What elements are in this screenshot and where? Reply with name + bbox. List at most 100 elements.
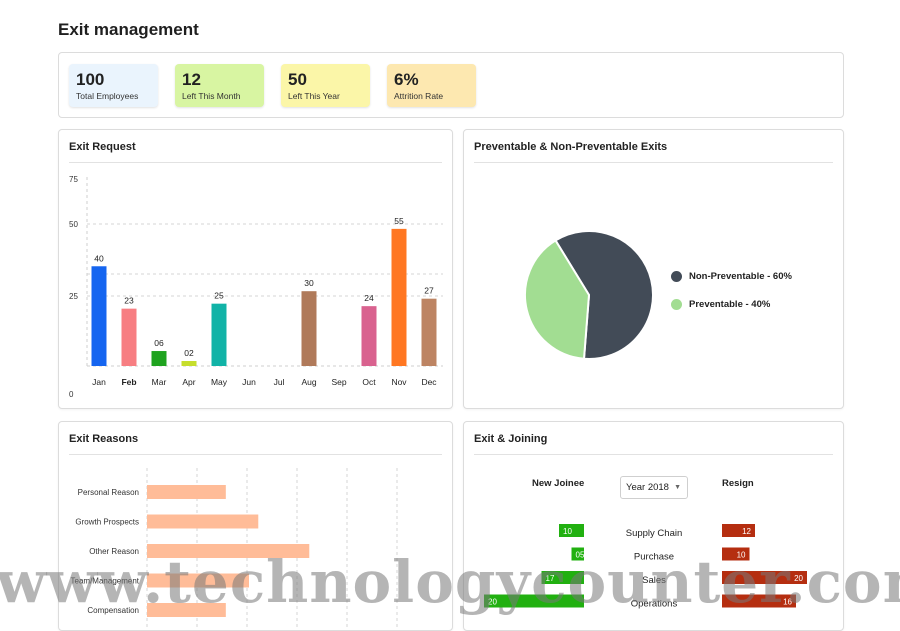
joinee-bar — [541, 571, 584, 584]
bar — [181, 361, 197, 366]
legend-item-non-preventable: Non-Preventable - 60% — [671, 271, 792, 282]
department-label: Purchase — [634, 552, 674, 563]
exit-request-card: Exit Request 0 25 50 75 Jan 40 Feb 23 Mar 06 Apr 02… — [58, 129, 453, 409]
bar-value-label: 24 — [364, 293, 374, 303]
card-title: Exit Request — [69, 141, 136, 153]
stat-value: 12 — [182, 70, 201, 89]
y-tick-label: 75 — [69, 175, 78, 184]
card-title: Exit Reasons — [69, 433, 139, 445]
x-tick-label: Jan — [92, 377, 106, 387]
exit-joining-chart: Supply Chain 10 12 Purchase 05 10 Sales 17 20 Ope… — [484, 524, 807, 610]
bar — [147, 603, 226, 617]
joinee-bar — [571, 547, 584, 561]
stat-card-total-employees[interactable]: 100 Total Employees — [69, 64, 158, 107]
card-title: Exit & Joining — [474, 433, 548, 445]
exit-reasons-card: Exit Reasons Personal Reason Growth Prosp… — [58, 421, 453, 631]
bar-value-label: 06 — [154, 338, 164, 348]
stat-value: 100 — [76, 70, 105, 89]
card-title: Preventable & Non-Preventable Exits — [474, 141, 668, 153]
bar — [301, 291, 317, 366]
resign-bar — [722, 571, 807, 584]
y-tick-label: 25 — [69, 292, 78, 301]
x-tick-label: Jul — [274, 377, 285, 387]
bar-value-label: 30 — [304, 278, 314, 288]
y-tick-label: 0 — [69, 390, 74, 399]
bar — [147, 544, 310, 558]
x-tick-label: May — [211, 377, 228, 387]
year-select-value: Year 2018 — [626, 482, 669, 493]
bar-value-label: 55 — [394, 216, 404, 226]
stats-panel: 100 Total Employees 12 Left This Month 5… — [58, 52, 844, 118]
y-category-label: Personal Reason — [78, 488, 139, 497]
bar-value-label: 02 — [184, 348, 194, 358]
x-tick-label: Sep — [331, 377, 346, 387]
divider — [69, 162, 442, 163]
y-category-label: Team/Management — [71, 577, 140, 586]
resign-heading: Resign — [722, 478, 754, 489]
joinee-value-label: 17 — [546, 574, 555, 583]
stat-value: 50 — [288, 70, 307, 89]
legend-item-preventable: Preventable - 40% — [671, 299, 770, 310]
stat-value: 6% — [394, 70, 419, 89]
legend-swatch — [671, 299, 682, 310]
resign-value-label: 16 — [783, 598, 792, 607]
bar-value-label: 27 — [424, 286, 434, 296]
bar — [151, 351, 167, 366]
stat-card-attrition-rate[interactable]: 6% Attrition Rate — [387, 64, 476, 107]
stat-label: Left This Year — [288, 91, 340, 101]
y-category-label: Growth Prospects — [75, 518, 139, 527]
pie-slice — [524, 239, 591, 360]
new-joinee-heading: New Joinee — [532, 478, 585, 489]
year-select[interactable]: Year 2018 ▼ — [620, 476, 688, 499]
divider — [474, 162, 833, 163]
x-tick-label: Feb — [121, 377, 136, 387]
x-tick-label: Jun — [242, 377, 256, 387]
bar — [211, 303, 227, 366]
bar — [147, 514, 259, 529]
department-label: Sales — [642, 575, 666, 586]
stat-card-left-this-year[interactable]: 50 Left This Year — [281, 64, 370, 107]
bar — [147, 485, 226, 499]
bar — [421, 298, 437, 366]
bar-value-label: 23 — [124, 296, 134, 306]
preventable-card: Preventable & Non-Preventable Exits Non-… — [463, 129, 844, 409]
chevron-down-icon: ▼ — [674, 484, 681, 491]
x-tick-label: Oct — [362, 377, 376, 387]
joinee-bar — [559, 524, 584, 537]
exit-joining-card: Exit & Joining New Joinee Resign Year 20… — [463, 421, 844, 631]
resign-value-label: 10 — [737, 551, 746, 560]
stat-card-left-this-month[interactable]: 12 Left This Month — [175, 64, 264, 107]
preventable-pie-chart — [524, 230, 654, 360]
bar-value-label: 40 — [94, 253, 104, 263]
bar — [91, 266, 107, 366]
x-tick-label: Dec — [421, 377, 437, 387]
stat-label: Left This Month — [182, 91, 241, 101]
x-tick-label: Mar — [152, 377, 167, 387]
pie-slice — [554, 230, 654, 360]
department-label: Operations — [631, 599, 678, 610]
page-title: Exit management — [58, 20, 199, 39]
resign-bar — [722, 594, 796, 608]
resign-value-label: 20 — [794, 574, 803, 583]
joinee-value-label: 20 — [488, 598, 497, 607]
y-tick-label: 50 — [69, 220, 78, 229]
bar — [147, 573, 249, 588]
y-category-label: Compensation — [87, 606, 139, 615]
legend-label: Preventable - 40% — [689, 299, 771, 310]
x-tick-label: Apr — [182, 377, 195, 387]
bar-value-label: 25 — [214, 291, 224, 301]
y-category-label: Other Reason — [89, 547, 139, 556]
stat-label: Total Employees — [76, 91, 139, 101]
exit-request-chart: 0 25 50 75 Jan 40 Feb 23 Mar 06 Apr 02 May 25 Jun Jul Au… — [69, 175, 443, 399]
stat-label: Attrition Rate — [394, 91, 444, 101]
x-tick-label: Aug — [301, 377, 316, 387]
bar — [391, 228, 407, 366]
bar — [121, 308, 137, 366]
bar — [361, 306, 377, 366]
legend-swatch — [671, 271, 682, 282]
x-tick-label: Nov — [391, 377, 407, 387]
resign-value-label: 12 — [742, 527, 751, 536]
resign-bar — [722, 524, 755, 537]
exit-reasons-chart: Personal Reason Growth Prospects Other Rea… — [71, 468, 398, 630]
department-label: Supply Chain — [626, 528, 683, 539]
